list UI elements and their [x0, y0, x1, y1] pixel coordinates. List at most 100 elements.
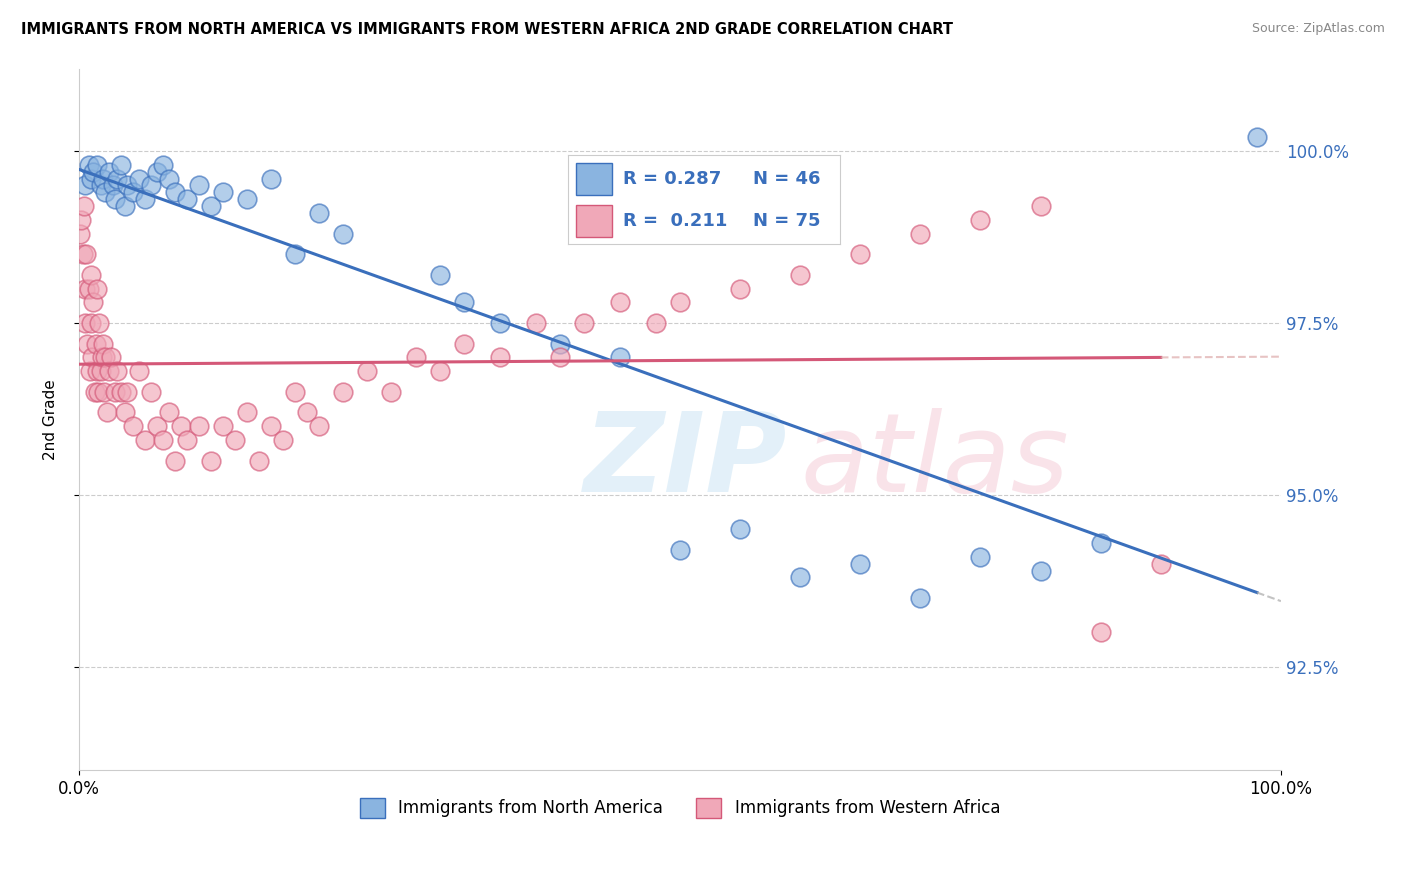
Point — [72, 247, 94, 261]
Text: ZIP: ZIP — [583, 408, 787, 515]
Text: R =  0.211: R = 0.211 — [623, 212, 727, 230]
Point — [80, 171, 103, 186]
Point — [609, 351, 631, 365]
Point — [91, 171, 114, 186]
Point — [115, 178, 138, 193]
Point — [94, 351, 117, 365]
Text: N = 46: N = 46 — [754, 170, 821, 188]
Point — [224, 433, 246, 447]
Point — [104, 192, 127, 206]
Point — [849, 247, 872, 261]
Text: R = 0.287: R = 0.287 — [623, 170, 721, 188]
Text: atlas: atlas — [800, 408, 1069, 515]
Point — [73, 282, 96, 296]
Bar — [576, 163, 612, 195]
Point — [247, 453, 270, 467]
Point — [93, 384, 115, 399]
Point — [609, 295, 631, 310]
Point — [308, 206, 330, 220]
Point — [572, 316, 595, 330]
Bar — [576, 205, 612, 237]
Point — [122, 419, 145, 434]
Point — [86, 282, 108, 296]
Point — [548, 351, 571, 365]
Point — [82, 295, 104, 310]
Point — [128, 171, 150, 186]
Point — [284, 247, 307, 261]
Point — [271, 433, 294, 447]
Point — [86, 158, 108, 172]
Point — [1090, 536, 1112, 550]
Point — [1029, 199, 1052, 213]
Point — [488, 316, 510, 330]
Point — [90, 178, 112, 193]
Point — [80, 316, 103, 330]
Point — [134, 192, 156, 206]
Point — [188, 419, 211, 434]
Text: Source: ZipAtlas.com: Source: ZipAtlas.com — [1251, 22, 1385, 36]
Point — [669, 295, 692, 310]
Point — [453, 336, 475, 351]
Point — [1246, 130, 1268, 145]
Point — [152, 158, 174, 172]
Point — [429, 364, 451, 378]
Point — [146, 419, 169, 434]
Point — [212, 186, 235, 200]
Point — [849, 557, 872, 571]
Point — [91, 336, 114, 351]
Legend: Immigrants from North America, Immigrants from Western Africa: Immigrants from North America, Immigrant… — [353, 791, 1007, 825]
Point — [139, 178, 162, 193]
Point — [157, 405, 180, 419]
Point — [728, 282, 751, 296]
Point — [115, 384, 138, 399]
Point — [789, 268, 811, 282]
Point — [79, 364, 101, 378]
Point — [134, 433, 156, 447]
Point — [200, 199, 222, 213]
Point — [80, 268, 103, 282]
Point — [73, 316, 96, 330]
Point — [152, 433, 174, 447]
Point — [107, 364, 129, 378]
Point — [89, 316, 111, 330]
Point — [104, 384, 127, 399]
Point — [297, 405, 319, 419]
Point — [94, 186, 117, 200]
Point — [76, 336, 98, 351]
Point — [98, 164, 121, 178]
Point — [73, 178, 96, 193]
Point — [1029, 564, 1052, 578]
Point — [1150, 557, 1173, 571]
Point — [488, 351, 510, 365]
Point — [69, 227, 91, 241]
Point — [236, 405, 259, 419]
Point — [188, 178, 211, 193]
Point — [114, 405, 136, 419]
Point — [77, 282, 100, 296]
Point — [100, 351, 122, 365]
Point — [1090, 625, 1112, 640]
Point — [548, 336, 571, 351]
Point — [157, 171, 180, 186]
Point — [260, 419, 283, 434]
Point — [90, 364, 112, 378]
Point — [200, 453, 222, 467]
Point — [83, 384, 105, 399]
Y-axis label: 2nd Grade: 2nd Grade — [44, 379, 58, 459]
Point — [910, 227, 932, 241]
Point — [380, 384, 402, 399]
Point — [73, 199, 96, 213]
Point — [114, 199, 136, 213]
Point — [82, 164, 104, 178]
Point — [969, 212, 991, 227]
Point — [87, 384, 110, 399]
Point — [101, 178, 124, 193]
Point — [453, 295, 475, 310]
Text: N = 75: N = 75 — [754, 212, 821, 230]
Point — [176, 192, 198, 206]
Point — [728, 522, 751, 536]
Point — [176, 433, 198, 447]
Point — [165, 453, 187, 467]
Point — [260, 171, 283, 186]
Point — [170, 419, 193, 434]
